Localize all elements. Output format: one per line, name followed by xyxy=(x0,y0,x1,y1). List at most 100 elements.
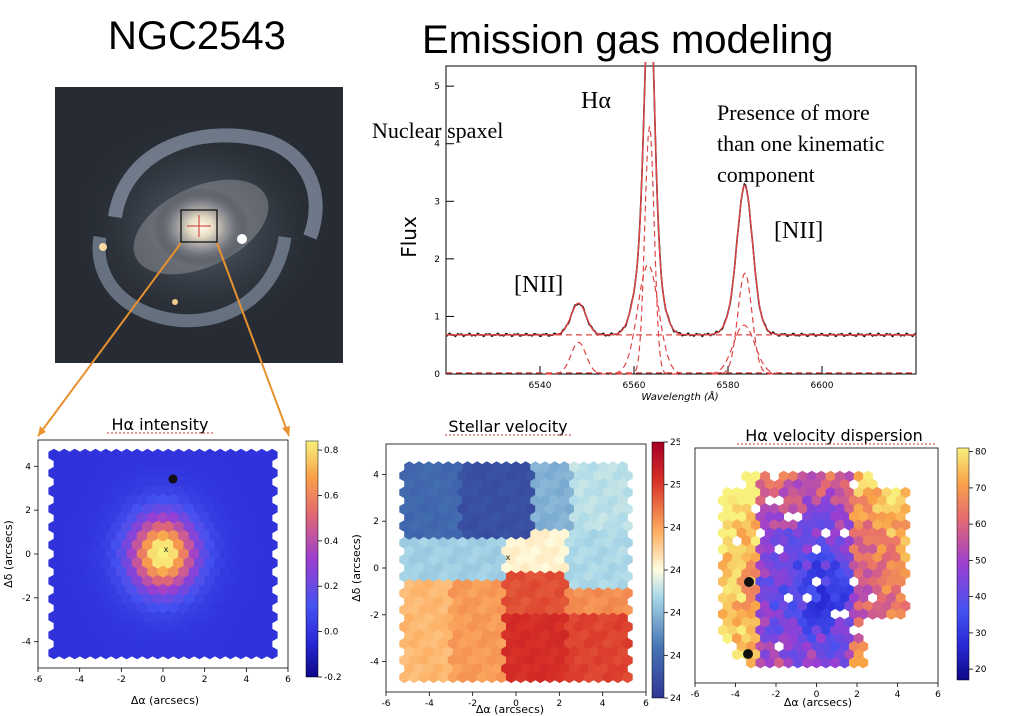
hex-spaxel xyxy=(193,628,205,642)
hex-spaxel xyxy=(79,592,91,606)
hex-spaxel xyxy=(839,640,850,653)
hex-spaxel xyxy=(806,535,817,547)
hex-spaxel xyxy=(476,604,488,616)
hex-spaxel xyxy=(399,671,410,684)
hex-spaxel xyxy=(802,624,813,636)
hex-spaxel xyxy=(774,624,784,636)
hex-spaxel xyxy=(844,470,855,483)
hex-spaxel xyxy=(622,536,633,549)
hex-spaxel xyxy=(858,576,869,588)
hex-spaxel xyxy=(778,632,789,645)
hex-spaxel xyxy=(409,620,420,633)
hex-spaxel xyxy=(48,610,60,624)
hex-spaxel xyxy=(853,551,864,564)
hex-spaxel xyxy=(863,470,873,483)
hex-spaxel xyxy=(858,527,869,539)
hex-spaxel xyxy=(769,486,780,499)
hex-spaxel xyxy=(858,592,869,604)
hex-spaxel xyxy=(496,469,507,482)
hex-spaxel xyxy=(219,511,231,525)
hex-spaxel xyxy=(559,478,570,490)
hex-spaxel xyxy=(79,466,91,480)
hex-spaxel xyxy=(121,502,133,516)
hex-spaxel xyxy=(895,511,906,523)
hex-spaxel xyxy=(506,671,517,684)
hex-spaxel xyxy=(792,640,803,653)
hex-spaxel xyxy=(510,494,522,507)
hex-spaxel xyxy=(612,570,623,583)
hex-spaxel xyxy=(225,448,236,462)
hex-spaxel xyxy=(501,646,512,658)
hex-spaxel xyxy=(193,592,205,606)
hex-spaxel xyxy=(559,629,570,642)
hex-spaxel xyxy=(266,538,278,552)
colorbar-tick: 2440 xyxy=(670,609,680,619)
hex-spaxel xyxy=(900,551,911,564)
hex-spaxel xyxy=(872,567,883,580)
colorbar-tick: 0.2 xyxy=(324,582,338,592)
hex-spaxel xyxy=(443,461,454,474)
hex-spaxel xyxy=(193,484,205,498)
hex-spaxel xyxy=(750,551,761,564)
hex-spaxel xyxy=(783,640,794,653)
hex-spaxel xyxy=(413,662,425,675)
hex-spaxel xyxy=(467,654,478,667)
hex-spaxel xyxy=(520,461,531,474)
hex-spaxel xyxy=(718,608,728,620)
hex-spaxel xyxy=(428,553,439,566)
spectrum-ytick: 4 xyxy=(434,140,440,150)
hex-spaxel xyxy=(472,562,483,574)
hex-spaxel xyxy=(886,576,897,588)
hex-spaxel xyxy=(746,592,756,604)
hex-spaxel xyxy=(235,628,247,642)
hex-spaxel xyxy=(515,604,526,616)
hex-spaxel xyxy=(750,535,761,547)
hex-spaxel xyxy=(178,565,190,579)
hex-spaxel xyxy=(167,457,179,471)
hex-spaxel xyxy=(131,520,143,534)
hex-spaxel xyxy=(481,461,492,474)
hex-spaxel xyxy=(95,457,107,471)
hex-spaxel xyxy=(209,493,221,507)
hex-spaxel xyxy=(53,529,65,543)
hex-spaxel xyxy=(413,461,425,474)
hex-spaxel xyxy=(792,559,803,572)
hex-spaxel xyxy=(834,648,845,661)
hex-spaxel xyxy=(825,648,836,661)
hex-spaxel xyxy=(520,595,531,608)
hex-spaxel xyxy=(157,493,169,507)
colorbar-tick: 70 xyxy=(975,484,987,494)
hex-spaxel xyxy=(69,448,81,462)
hex-spaxel xyxy=(881,486,892,499)
hex-spaxel xyxy=(778,535,789,547)
hex-spaxel xyxy=(413,612,425,625)
hex-spaxel xyxy=(167,619,179,633)
hex-spaxel xyxy=(588,461,599,474)
hex-spaxel xyxy=(230,565,242,579)
hex-spaxel xyxy=(481,612,492,625)
hex-spaxel xyxy=(746,478,756,491)
hex-spaxel xyxy=(549,545,560,558)
hex-spaxel xyxy=(178,475,190,489)
hex-spaxel xyxy=(126,511,138,525)
hex-spaxel xyxy=(886,559,897,572)
hex-spaxel xyxy=(183,448,195,462)
hex-spaxel xyxy=(209,511,221,525)
hex-spaxel xyxy=(578,511,589,524)
hex-spaxel xyxy=(447,570,459,583)
hex-spaxel xyxy=(116,619,127,633)
hex-spaxel xyxy=(142,556,153,570)
hex-spaxel xyxy=(622,520,633,532)
hex-spaxel xyxy=(476,570,488,583)
hex-spaxel xyxy=(746,559,756,572)
hex-spaxel xyxy=(476,654,488,667)
hex-spaxel xyxy=(617,662,628,675)
hex-spaxel xyxy=(872,535,883,547)
hex-spaxel xyxy=(235,556,247,570)
hex-spaxel xyxy=(806,503,817,515)
hex-spaxel xyxy=(535,604,546,616)
hex-spaxel xyxy=(603,570,614,583)
hex-spaxel xyxy=(48,448,60,462)
hex-spaxel xyxy=(74,475,86,489)
